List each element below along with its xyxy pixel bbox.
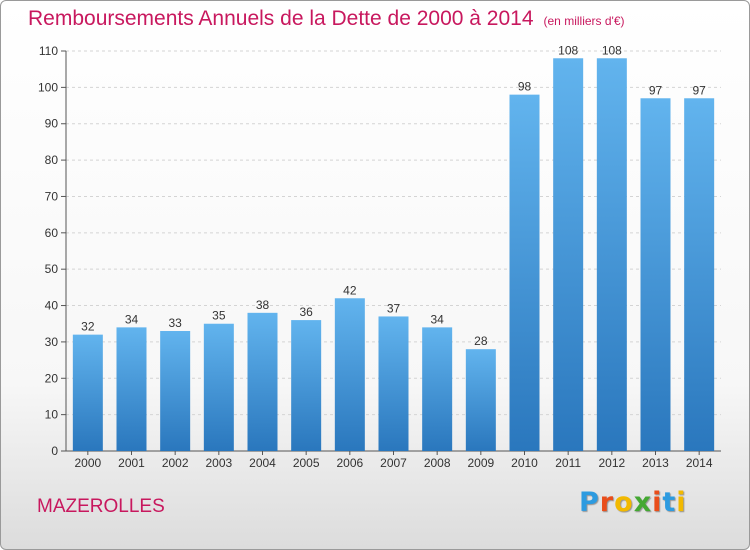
bars [72,58,715,452]
chart-title: Remboursements Annuels de la Dette de 20… [28,7,625,31]
data-label: 97 [692,83,706,97]
data-label: 108 [602,43,622,57]
y-tick-label: 90 [45,117,59,131]
x-tick-label: 2004 [249,456,276,470]
data-label: 28 [474,334,488,348]
y-tick-label: 0 [51,444,58,458]
bar [334,298,365,451]
y-tick-label: 70 [45,189,59,203]
bar [116,327,147,451]
y-tick-label: 50 [45,262,59,276]
data-label: 38 [256,298,270,312]
y-tick-label: 110 [39,44,58,58]
logo-letter: o [614,487,634,518]
bar [378,316,409,451]
x-tick-label: 2010 [511,456,538,470]
proxiti-logo: Proxiti [579,487,687,518]
bar [465,349,496,451]
x-tick-label: 2006 [336,456,363,470]
data-label: 32 [81,320,95,334]
logo-letter: P [579,487,600,518]
x-tick-label: 2000 [74,456,101,470]
data-label: 97 [649,83,663,97]
logo-letter: t [662,487,677,518]
data-label: 36 [299,305,313,319]
chart-unit: (en milliers d'€) [543,14,625,28]
y-tick-labels: 0 10 20 30 40 50 60 70 80 90 100 110 [38,44,58,458]
logo-letter: i [652,487,663,518]
bar [509,94,540,452]
x-tick-label: 2014 [686,456,713,470]
data-label: 33 [168,316,182,330]
bar [247,312,278,451]
x-tick-label: 2003 [205,456,232,470]
bar [203,323,234,451]
bar [160,331,191,451]
data-label: 98 [518,80,532,94]
data-label: 34 [125,312,139,326]
data-label: 42 [343,283,357,297]
x-tick-label: 2009 [467,456,494,470]
x-tick-labels: 2000 2001 2002 2003 2004 2005 2006 2007 2008 2009… [74,456,712,470]
bar [422,327,453,451]
data-label: 35 [212,309,226,323]
y-tick-label: 10 [45,408,59,422]
y-tick-label: 40 [45,299,59,313]
data-label: 108 [558,43,578,57]
y-tick-label: 80 [45,153,59,167]
logo-letter: i [676,487,687,518]
logo-letter: r [599,487,615,518]
bar [640,98,671,451]
y-tick-label: 30 [45,335,59,349]
x-tick-label: 2013 [642,456,669,470]
y-tick-label: 60 [45,226,59,240]
commune-name: MAZEROLLES [37,496,165,517]
y-tick-label: 20 [45,371,59,385]
x-tick-label: 2011 [555,456,581,470]
x-tick-label: 2002 [162,456,189,470]
bar [684,98,715,451]
x-tick-label: 2005 [293,456,320,470]
x-tick-label: 2007 [380,456,407,470]
y-tick-label: 100 [38,80,58,94]
logo-letter: x [633,487,653,518]
bar [553,58,584,451]
x-tick-label: 2012 [598,456,625,470]
data-label: 37 [387,301,401,315]
chart-title-text: Remboursements Annuels de la Dette de 20… [28,7,534,30]
bar [596,58,627,451]
x-tick-label: 2008 [424,456,451,470]
bar [291,320,322,451]
data-labels: 32 34 33 35 38 36 42 37 34 28 98 108 108 97 97 [81,43,706,348]
x-tick-label: 2001 [118,456,145,470]
data-label: 34 [430,312,444,326]
bar [72,334,103,451]
